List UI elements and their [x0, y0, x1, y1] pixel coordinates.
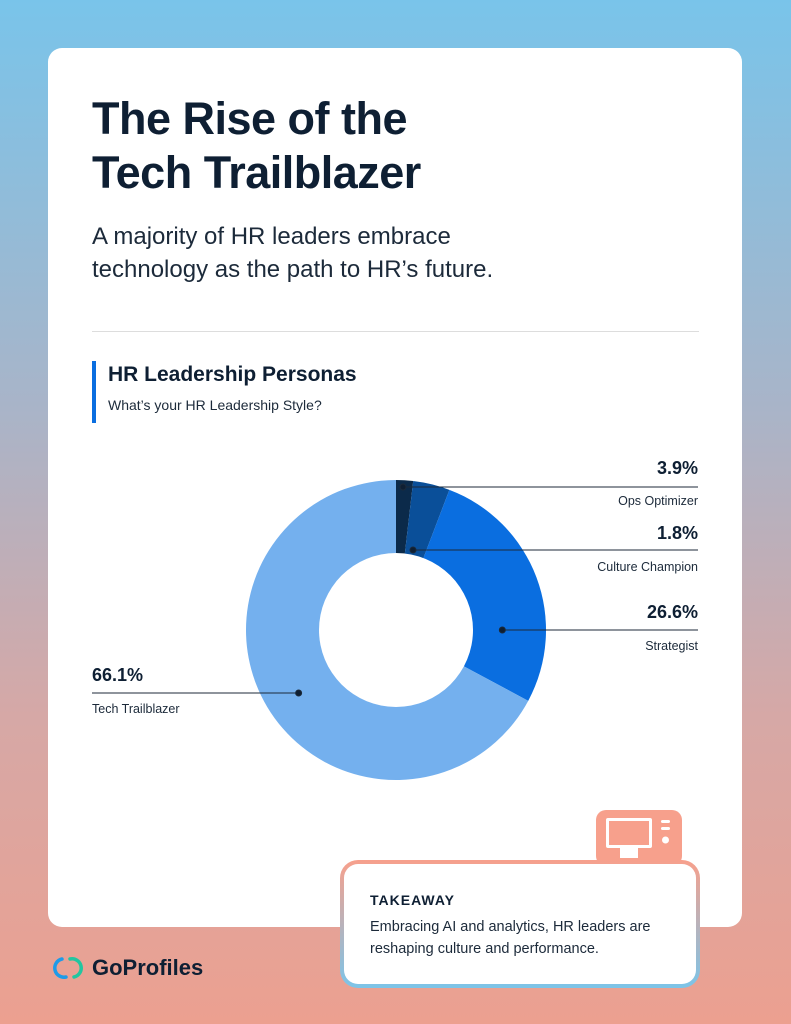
leader-dot	[498, 626, 506, 634]
value-label-ops-optimizer: 3.9%	[657, 458, 698, 478]
title-line: Tech Trailblazer	[92, 147, 421, 198]
subtitle-line: technology as the path to HR’s future.	[92, 256, 494, 283]
section-title: HR Leadership Personas	[108, 363, 357, 386]
name-label-tech-trailblazer: Tech Trailblazer	[92, 702, 180, 716]
name-label-culture-champion: Culture Champion	[597, 560, 698, 574]
takeaway-text: Embracing AI and analytics, HR leaders a…	[370, 916, 670, 960]
name-label-ops-optimizer: Ops Optimizer	[618, 494, 698, 508]
leader-dot	[399, 483, 407, 491]
linked-rings-logo-icon	[53, 957, 83, 979]
leader-dot	[409, 546, 417, 554]
leader-dot	[295, 689, 303, 697]
divider	[92, 331, 699, 332]
value-label-strategist: 26.6%	[647, 602, 698, 622]
takeaway-box: TAKEAWAY Embracing AI and analytics, HR …	[340, 860, 700, 988]
subtitle-line: A majority of HR leaders embrace	[92, 223, 451, 250]
section-header: HR Leadership Personas What’s your HR Le…	[92, 361, 357, 423]
name-label-strategist: Strategist	[645, 639, 698, 653]
value-label-tech-trailblazer: 66.1%	[92, 665, 143, 685]
title-line: The Rise of the	[92, 93, 408, 144]
section-subtitle: What’s your HR Leadership Style?	[108, 397, 322, 413]
computer-icon	[596, 810, 682, 866]
takeaway-title: TAKEAWAY	[370, 892, 456, 908]
takeaway-line: Embracing AI and analytics, HR leaders a…	[370, 919, 651, 935]
takeaway-line: reshaping culture and performance.	[370, 941, 599, 957]
brand-name: GoProfiles	[92, 955, 204, 980]
donut-hole	[319, 553, 473, 707]
page-title: The Rise of the Tech Trailblazer	[92, 92, 421, 200]
page-subtitle: A majority of HR leaders embrace technolo…	[92, 220, 493, 286]
value-label-culture-champion: 1.8%	[657, 523, 698, 543]
brand-logo: GoProfiles	[48, 954, 203, 982]
